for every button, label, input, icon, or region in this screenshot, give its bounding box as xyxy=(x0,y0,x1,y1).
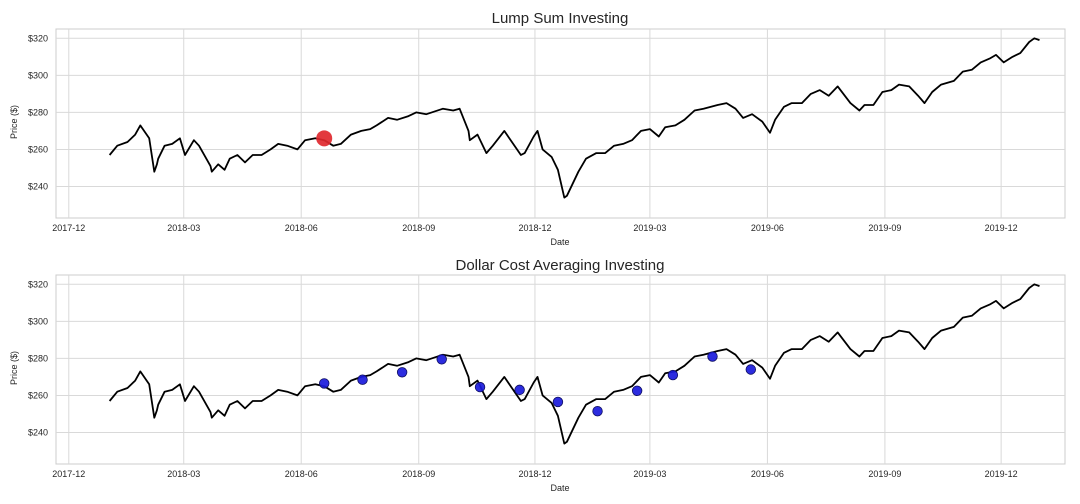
x-axis-label: Date xyxy=(550,483,569,493)
x-tick-label: 2018-03 xyxy=(167,223,200,233)
x-tick-label: 2018-09 xyxy=(402,469,435,479)
investment-marker xyxy=(514,384,525,396)
x-tick-label: 2019-06 xyxy=(751,223,784,233)
y-tick-label: $240 xyxy=(28,182,48,192)
investment-marker xyxy=(667,369,679,381)
x-tick-label: 2019-03 xyxy=(633,223,666,233)
chart-title: Dollar Cost Averaging Investing xyxy=(455,257,664,274)
y-tick-label: $280 xyxy=(28,353,48,363)
x-axis-label: Date xyxy=(550,237,569,247)
y-tick-label: $300 xyxy=(28,316,48,326)
chart-title: Lump Sum Investing xyxy=(492,10,629,27)
investment-marker xyxy=(552,396,564,408)
investment-marker xyxy=(396,367,408,378)
y-tick-label: $260 xyxy=(28,390,48,400)
y-tick-label: $280 xyxy=(28,107,48,117)
y-tick-label: $300 xyxy=(28,70,48,80)
x-tick-label: 2017-12 xyxy=(52,223,85,233)
lump-sum-chart: 2017-12 2018-03 2018-06 2018-09 2018-12 2019-… xyxy=(9,10,1066,247)
investment-marker xyxy=(592,405,603,417)
y-axis-label: Price ($) xyxy=(9,105,19,139)
investment-marker xyxy=(631,385,643,397)
investment-marker xyxy=(707,351,718,362)
y-axis-label: Price ($) xyxy=(9,351,19,385)
x-tick-label: 2017-12 xyxy=(52,469,85,479)
y-tick-label: $260 xyxy=(28,144,48,154)
x-tick-label: 2019-12 xyxy=(985,223,1018,233)
x-tick-label: 2019-03 xyxy=(633,469,666,479)
price-line xyxy=(108,283,1040,445)
investment-marker xyxy=(357,374,368,385)
investment-marker xyxy=(745,364,757,375)
y-tick-label: $320 xyxy=(28,279,48,289)
plot-frame xyxy=(55,274,1066,465)
x-tick-label: 2018-09 xyxy=(402,223,435,233)
dollar-cost-averaging-chart: 2017-12 2018-03 2018-06 2018-09 2018-12 2019-… xyxy=(9,257,1066,493)
investment-marker xyxy=(436,354,447,365)
investment-marker xyxy=(319,378,330,389)
plot-frame xyxy=(55,28,1066,219)
x-tick-label: 2018-12 xyxy=(518,223,551,233)
y-tick-label: $240 xyxy=(28,428,48,438)
x-tick-label: 2019-09 xyxy=(868,223,901,233)
plot-area: 2017-12 2018-03 2018-06 2018-09 2018-12 2019-… xyxy=(28,274,1066,479)
x-tick-label: 2019-06 xyxy=(751,469,784,479)
x-tick-label: 2019-12 xyxy=(985,469,1018,479)
x-tick-label: 2018-03 xyxy=(167,469,200,479)
x-tick-label: 2018-12 xyxy=(518,469,551,479)
plot-area: 2017-12 2018-03 2018-06 2018-09 2018-12 2019-… xyxy=(28,28,1066,233)
y-tick-label: $320 xyxy=(28,33,48,43)
x-tick-label: 2018-06 xyxy=(285,223,318,233)
investment-marker xyxy=(474,381,486,393)
x-tick-label: 2019-09 xyxy=(868,469,901,479)
x-tick-label: 2018-06 xyxy=(285,469,318,479)
investment-marker xyxy=(316,130,333,147)
price-line xyxy=(108,37,1040,199)
